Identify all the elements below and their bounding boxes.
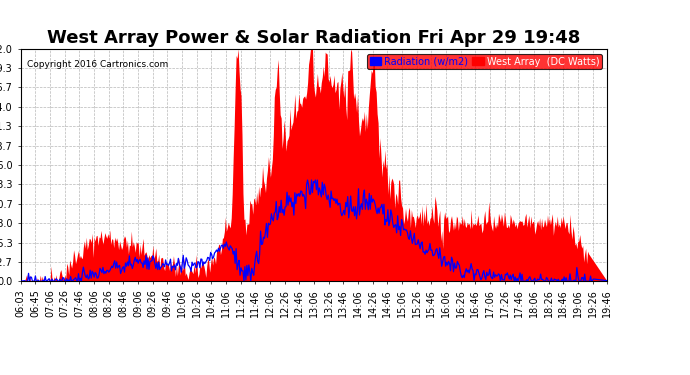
Text: Copyright 2016 Cartronics.com: Copyright 2016 Cartronics.com <box>26 60 168 69</box>
Legend: Radiation (w/m2), West Array  (DC Watts): Radiation (w/m2), West Array (DC Watts) <box>367 54 602 69</box>
Title: West Array Power & Solar Radiation Fri Apr 29 19:48: West Array Power & Solar Radiation Fri A… <box>47 29 581 47</box>
